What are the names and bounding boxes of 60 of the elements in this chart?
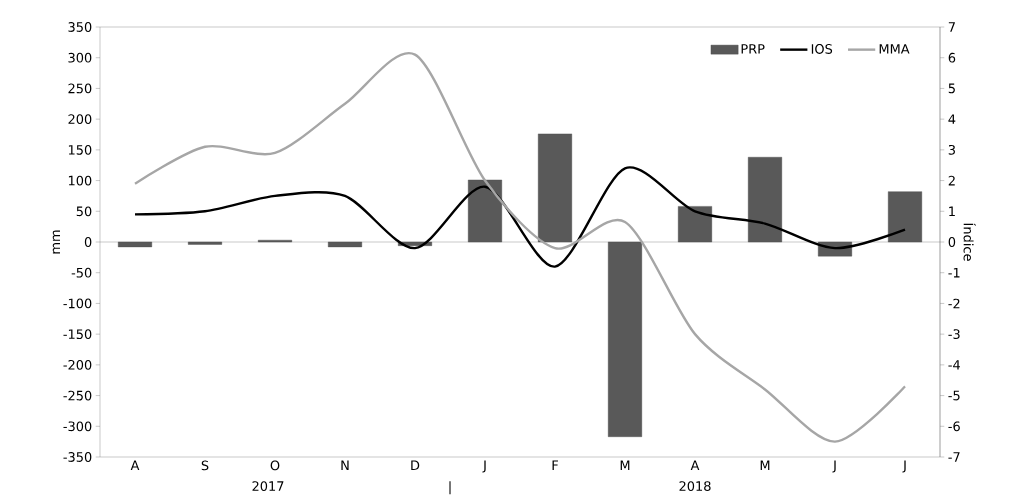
legend-label: PRP [741,44,765,54]
x-tick-label: J [482,460,486,473]
bar [748,157,783,243]
x-tick-label: A [690,460,700,470]
x-tick-label: A [130,460,140,470]
y2-tick-label: 7 [948,22,955,32]
y2-tick-label: -3 [948,329,960,340]
x-tick-label: M [760,460,770,470]
y2-tick-label: 2 [948,175,955,186]
y-tick-label: -100 [63,298,92,309]
y2-tick-label: -1 [948,268,960,278]
bar [118,241,152,248]
y-tick-label: 150 [68,144,92,155]
y-tick-label: 250 [68,83,92,94]
legend-label: MMA [879,44,910,54]
y-tick-label: -150 [63,329,92,340]
x-tick-label: O [270,460,280,471]
y2-tick-label: -6 [948,421,960,432]
y2-tick-label: 6 [948,52,956,63]
legend-label: IOS [811,44,833,54]
y2-tick-label: 1 [949,206,955,217]
y2-tick-label: 4 [948,114,956,124]
y-tick-label: 50 [76,206,92,217]
x-tick-label: S [201,460,209,471]
text: 2018 [679,481,711,491]
x-tick-label: F [552,460,558,470]
y-tick-label: 100 [68,175,92,186]
y-tick-label: -300 [63,421,92,432]
y2-tick-label: 0 [948,237,956,247]
y2-tick-label: 3 [948,144,955,155]
y-tick-label: 300 [68,52,92,63]
y2-tick-label: -2 [948,298,960,309]
bar [188,241,222,245]
y-tick-label: 0 [84,237,92,247]
line-series [133,166,907,268]
y2-axis-title: Índice [963,223,976,261]
x-tick-label: M [620,460,630,470]
bar [538,133,573,243]
bar [888,191,923,243]
bar [678,206,713,243]
text: 2017 [252,481,284,491]
x-tick-label: D [411,460,420,470]
y-axis-title: mm [52,230,60,254]
y-tick-label: -50 [71,267,92,278]
y-tick-label: 200 [68,114,92,125]
x-tick-label: J [902,460,906,473]
y2-tick-label: -5 [948,390,960,401]
y-tick-label: -200 [63,359,92,370]
y2-tick-label: -4 [948,360,960,370]
text: | [449,481,451,495]
x-tick-label: J [832,460,836,473]
x-tick-label: N [341,460,349,470]
bar [608,241,643,437]
y-tick-label: -250 [63,390,92,401]
y-tick-label: -350 [63,452,92,462]
y2-tick-label: -7 [948,452,960,462]
bar [328,241,362,248]
y2-tick-label: 5 [948,83,955,94]
y-tick-label: 350 [68,22,92,32]
bar [468,179,502,243]
